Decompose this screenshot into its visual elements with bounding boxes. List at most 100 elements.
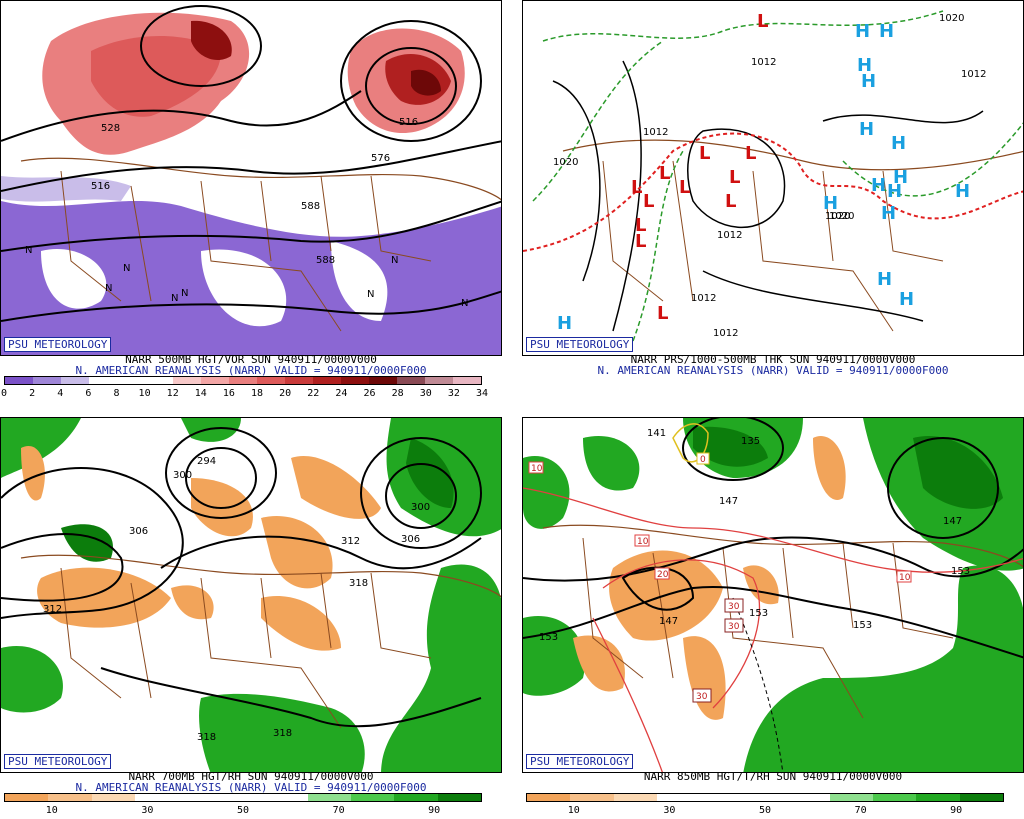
- panel-850mb-t-rh: 141 135 147 147 153 153 153 147 153 10 1…: [522, 417, 1024, 819]
- color-scale-swatch: [5, 794, 49, 801]
- high-pressure-marker: H: [899, 289, 914, 310]
- color-scale-swatch: [145, 377, 173, 384]
- contour-label: 312: [341, 536, 360, 547]
- color-scale-tick: 50: [758, 805, 772, 816]
- map-850mb-t-rh: 141 135 147 147 153 153 153 147 153 10 1…: [522, 417, 1024, 773]
- contour-label: 153: [951, 566, 970, 577]
- contour-label: 141: [647, 428, 666, 439]
- color-scale-tick: 4: [57, 388, 64, 399]
- color-scale-tick: 6: [85, 388, 92, 399]
- vor-label: N: [123, 263, 130, 274]
- color-scale-tick: 30: [419, 388, 432, 399]
- high-pressure-marker: H: [891, 133, 906, 154]
- color-scale-labels: 10 30 50 70 90: [526, 805, 1004, 817]
- isobar-label: 1012: [751, 57, 776, 68]
- color-scale-tick: 32: [447, 388, 460, 399]
- psu-meteorology-badge: PSU METEOROLOGY: [526, 754, 634, 769]
- color-scale: [526, 793, 1004, 802]
- color-scale-swatch: [285, 377, 313, 384]
- color-scale-swatch: [959, 794, 1003, 801]
- color-scale-swatch: [201, 377, 229, 384]
- contour-label: 135: [741, 436, 760, 447]
- color-scale: [4, 376, 482, 385]
- high-pressure-marker: H: [823, 193, 838, 214]
- color-scale-tick: 0: [0, 388, 8, 399]
- low-pressure-marker: L: [699, 143, 710, 164]
- color-scale-tick: 10: [138, 388, 151, 399]
- high-pressure-marker: H: [955, 181, 970, 202]
- contour-label: 528: [101, 123, 120, 134]
- color-scale-swatch: [397, 377, 425, 384]
- vor-label: N: [367, 289, 374, 300]
- contour-label: 312: [43, 604, 62, 615]
- low-pressure-marker: L: [631, 177, 642, 198]
- psu-meteorology-badge: PSU METEOROLOGY: [4, 754, 112, 769]
- color-scale-tick: 90: [950, 805, 963, 816]
- contour-label: 516: [399, 117, 418, 128]
- temperature-label: 30: [728, 602, 740, 612]
- panel-500mb-vorticity: 516 588 588 576 516 528 N N N N N N N N …: [0, 0, 502, 402]
- vor-label: N: [181, 288, 188, 299]
- color-scale-swatch: [786, 794, 830, 801]
- high-pressure-marker: H: [881, 203, 896, 224]
- color-scale-swatch: [178, 794, 222, 801]
- color-scale-swatch: [48, 794, 92, 801]
- contour-label: 153: [749, 608, 768, 619]
- color-scale-tick: 18: [251, 388, 264, 399]
- panel-title: NARR PRS/1000-500MB THK SUN 940911/0000V…: [630, 353, 916, 366]
- color-scale-swatch: [425, 377, 453, 384]
- temperature-label: 30: [696, 692, 708, 702]
- color-scale-swatch: [527, 794, 571, 801]
- color-scale-tick: 30: [141, 805, 154, 816]
- map-graphic: 1020 1012 1020 1012 1012 1012 1020 1012 …: [523, 10, 1023, 342]
- color-scale-swatch: [829, 794, 874, 801]
- color-scale-swatch: [221, 794, 265, 801]
- color-scale-tick: 70: [332, 805, 345, 816]
- contour-label: 306: [401, 534, 420, 545]
- low-pressure-marker: L: [657, 303, 668, 324]
- high-pressure-marker: H: [855, 21, 870, 42]
- panel-title: NARR 500MB HGT/VOR SUN 940911/0000V000: [125, 353, 377, 366]
- color-scale-tick: 26: [363, 388, 376, 399]
- panel-subtitle: N. AMERICAN REANALYSIS (NARR) VALID = 94…: [75, 781, 427, 794]
- temperature-label: 0: [700, 455, 706, 465]
- color-scale-tick: 34: [475, 388, 489, 399]
- color-scale-swatch: [873, 794, 917, 801]
- color-scale-swatch: [264, 794, 308, 801]
- color-scale-swatch: [743, 794, 787, 801]
- color-scale-tick: 24: [335, 388, 348, 399]
- color-scale-labels: 0 2 4 6 8 10 12 14 16 18 20 22 24 26 28 30 32 34: [0, 388, 488, 400]
- contour-label: 576: [371, 153, 390, 164]
- panel-subtitle: N. AMERICAN REANALYSIS (NARR) VALID = 94…: [75, 364, 427, 377]
- low-pressure-marker: L: [635, 231, 646, 252]
- color-scale-tick: 12: [166, 388, 179, 399]
- color-scale-tick: 28: [391, 388, 404, 399]
- isobar-label: 1012: [713, 328, 738, 339]
- map-700mb-rh: 300 294 306 312 312 306 300 318 318 318: [0, 417, 502, 773]
- contour-label: 294: [197, 456, 216, 467]
- color-scale-swatch: [89, 377, 117, 384]
- map-graphic: 516 588 588 576 516 528 N N N N N N N N: [1, 5, 501, 355]
- color-scale-tick: 50: [236, 805, 250, 816]
- map-graphic: 300 294 306 312 312 306 300 318 318 318: [1, 418, 501, 772]
- contour-label: 300: [173, 470, 192, 481]
- high-pressure-marker: H: [871, 175, 886, 196]
- contour-label: 588: [316, 255, 335, 266]
- color-scale-tick: 22: [307, 388, 320, 399]
- color-scale-tick: 14: [194, 388, 207, 399]
- contour-label: 318: [349, 578, 368, 589]
- contour-label: 318: [273, 728, 292, 739]
- color-scale-swatch: [351, 794, 395, 801]
- high-pressure-marker: H: [887, 181, 902, 202]
- isobar-label: 1012: [717, 230, 742, 241]
- panel-title: NARR 850MB HGT/T/RH SUN 940911/0000V000: [643, 770, 903, 783]
- temperature-label: 10: [531, 464, 543, 474]
- color-scale-tick: 10: [45, 805, 58, 816]
- color-scale-tick: 20: [279, 388, 292, 399]
- low-pressure-marker: L: [643, 191, 654, 212]
- vor-label: N: [461, 298, 468, 309]
- map-500mb-vorticity: 516 588 588 576 516 528 N N N N N N N N: [0, 0, 502, 356]
- contour-label: 147: [659, 616, 678, 627]
- vor-label: N: [105, 283, 112, 294]
- vor-label: N: [391, 255, 398, 266]
